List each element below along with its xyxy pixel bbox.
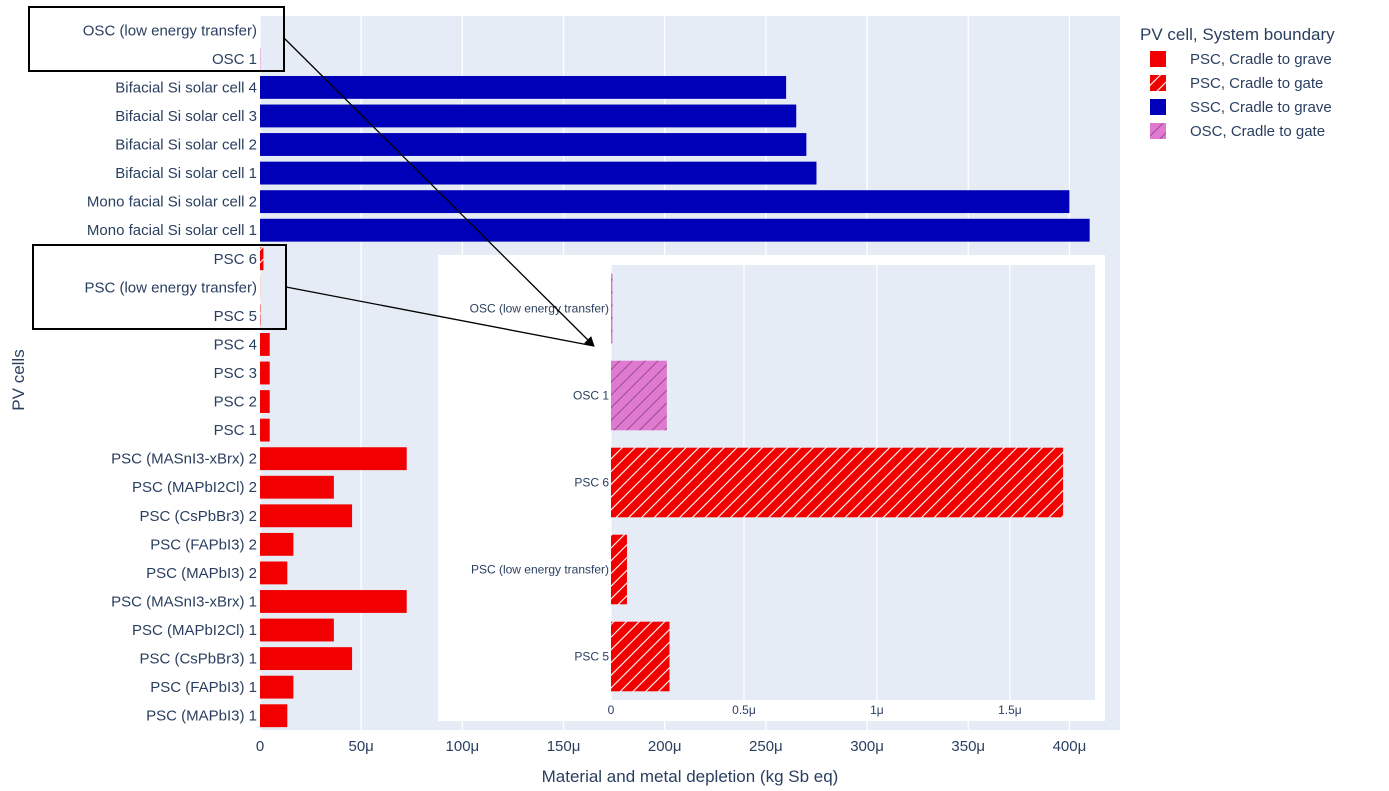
main-axis-ticks: 0 50μ 100μ 150μ 200μ 250μ 300μ 350μ 400μ PSC (MAP… xyxy=(83,22,1086,755)
y-tick-label: PSC 5 xyxy=(214,308,257,325)
bar-mono-facial-si-solar-cell-2 xyxy=(260,190,1070,214)
inset-y-tick-label: PSC (low energy transfer) xyxy=(471,563,609,577)
bar-psc-fapbi3-2 xyxy=(260,532,294,556)
y-tick-label: PSC (CsPbBr3) 2 xyxy=(139,508,257,525)
y-tick-label: PSC 1 xyxy=(214,422,257,439)
x-tick-label: 250μ xyxy=(749,738,783,755)
inset-chart: 0 0.5μ 1μ 1.5μ PSC 5 PSC (low energy transfer… xyxy=(438,255,1105,721)
bar-mono-facial-si-solar-cell-1 xyxy=(260,218,1090,242)
inset-y-tick-label: PSC 5 xyxy=(574,650,609,664)
x-tick-label: 100μ xyxy=(446,738,480,755)
inset-bar-osc-low-energy-transfer xyxy=(611,273,613,344)
inset-y-tick-label: PSC 6 xyxy=(574,476,609,490)
y-tick-label: PSC (CsPbBr3) 1 xyxy=(139,651,257,668)
y-tick-label: PSC (low energy transfer) xyxy=(84,279,257,296)
y-tick-label: Bifacial Si solar cell 2 xyxy=(115,137,257,154)
legend-items: PSC, Cradle to grave PSC, Cradle to gate S… xyxy=(1150,51,1332,140)
y-tick-label: PSC (FAPbI3) 1 xyxy=(150,679,257,696)
bar-bifacial-si-solar-cell-2 xyxy=(260,133,807,156)
y-tick-label: Bifacial Si solar cell 3 xyxy=(115,108,257,125)
bar-bifacial-si-solar-cell-3 xyxy=(260,104,797,128)
legend-label: SSC, Cradle to grave xyxy=(1190,99,1332,116)
y-tick-label: Mono facial Si solar cell 2 xyxy=(87,194,257,211)
callout-arrow-osc xyxy=(283,37,595,347)
y-tick-label: PSC (MAPbI2Cl) 2 xyxy=(132,479,257,496)
bar-bifacial-si-solar-cell-4 xyxy=(260,75,787,99)
bar-psc-mapbi2cl-1 xyxy=(260,618,334,642)
inset-bar-psc-5 xyxy=(611,621,670,692)
inset-plot: 0 0.5μ 1μ 1.5μ PSC 5 PSC (low energy transfer… xyxy=(470,265,1064,717)
legend: PV cell, System boundary PSC, Cradle to … xyxy=(1140,25,1335,140)
x-tick-label: 0 xyxy=(256,738,264,755)
bar-psc-1 xyxy=(260,418,270,442)
y-tick-label: PSC (MAPbI2Cl) 1 xyxy=(132,622,257,639)
x-tick-label: 350μ xyxy=(951,738,985,755)
legend-label: PSC, Cradle to gate xyxy=(1190,75,1323,92)
y-tick-label: PSC (FAPbI3) 2 xyxy=(150,536,257,553)
y-tick-label: PSC (MAPbI3) 1 xyxy=(146,708,257,725)
inset-x-tick-label: 1μ xyxy=(870,703,884,717)
y-axis-title: PV cells xyxy=(9,349,28,410)
inset-bar-psc-low-energy-transfer xyxy=(611,534,627,605)
legend-swatch-psc-cradle-to-gate xyxy=(1150,75,1166,91)
legend-swatch-psc-cradle-to-grave xyxy=(1150,51,1166,67)
legend-swatch-osc-cradle-to-gate xyxy=(1150,123,1166,139)
bar-bifacial-si-solar-cell-1 xyxy=(260,161,817,185)
y-tick-label: PSC (MASnI3-xBrx) 1 xyxy=(111,593,257,610)
bar-psc-6 xyxy=(260,247,264,271)
y-tick-label: Bifacial Si solar cell 4 xyxy=(115,79,257,96)
bar-psc-mapbi3-2 xyxy=(260,561,288,585)
y-tick-label: OSC (low energy transfer) xyxy=(83,22,257,39)
y-tick-label: Bifacial Si solar cell 1 xyxy=(115,165,257,182)
bar-psc-4 xyxy=(260,333,270,356)
y-tick-label: PSC 3 xyxy=(214,365,257,382)
x-tick-label: 200μ xyxy=(648,738,682,755)
inset-bar-psc-6 xyxy=(611,447,1064,518)
legend-title: PV cell, System boundary xyxy=(1140,25,1335,44)
bar-psc-2 xyxy=(260,390,270,413)
x-tick-label: 300μ xyxy=(850,738,884,755)
inset-y-tick-label: OSC (low energy transfer) xyxy=(470,302,609,316)
y-tick-label: PSC 4 xyxy=(214,336,257,353)
y-tick-label: PSC 2 xyxy=(214,394,257,411)
y-tick-label: PSC 6 xyxy=(214,251,257,268)
legend-label: PSC, Cradle to grave xyxy=(1190,51,1332,68)
y-tick-label: PSC (MAPbI3) 2 xyxy=(146,565,257,582)
inset-bar-osc-1 xyxy=(611,360,667,431)
y-tick-label: Mono facial Si solar cell 1 xyxy=(87,222,257,239)
x-axis-title: Material and metal depletion (kg Sb eq) xyxy=(542,767,839,786)
bar-psc-masni3-xbrx-1 xyxy=(260,590,407,613)
bar-psc-mapbi2cl-2 xyxy=(260,475,334,499)
bar-psc-mapbi3-1 xyxy=(260,704,288,728)
bar-psc-3 xyxy=(260,361,270,385)
inset-y-tick-label: OSC 1 xyxy=(573,389,609,403)
inset-x-tick-label: 0.5μ xyxy=(732,703,756,717)
x-tick-label: 400μ xyxy=(1053,738,1087,755)
legend-swatch-ssc-cradle-to-grave xyxy=(1150,99,1166,115)
y-tick-label: PSC (MASnI3-xBrx) 2 xyxy=(111,451,257,468)
callout-box-osc xyxy=(28,6,285,72)
zoom-callouts xyxy=(28,6,595,347)
x-tick-label: 150μ xyxy=(547,738,581,755)
legend-label: OSC, Cradle to gate xyxy=(1190,123,1325,140)
y-tick-label: OSC 1 xyxy=(212,51,257,68)
bar-psc-cspbbr3-1 xyxy=(260,647,353,671)
bar-psc-masni3-xbrx-2 xyxy=(260,447,407,471)
bar-psc-cspbbr3-2 xyxy=(260,504,353,528)
callout-arrow-psc xyxy=(285,286,595,347)
x-tick-label: 50μ xyxy=(349,738,374,755)
inset-x-tick-label: 1.5μ xyxy=(998,703,1022,717)
bar-psc-fapbi3-1 xyxy=(260,675,294,699)
inset-x-tick-label: 0 xyxy=(608,703,615,717)
